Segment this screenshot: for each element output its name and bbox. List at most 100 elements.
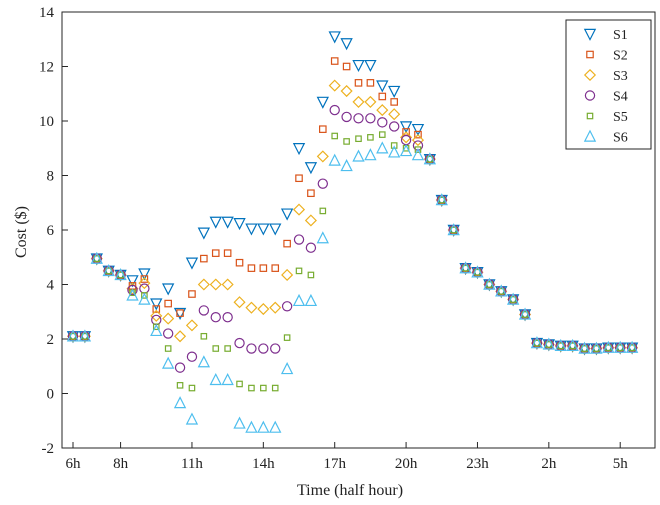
series-point-s4 — [222, 312, 233, 323]
series-point-s1 — [185, 257, 199, 270]
series-point-s3 — [328, 79, 341, 92]
series-point-s3 — [340, 84, 353, 98]
series-point-s4 — [329, 104, 340, 116]
y-tick-label: 0 — [47, 387, 55, 403]
x-axis: 6h 8h 11h 14h 17h 20h 23h 2h 5h — [66, 442, 629, 472]
legend-label-s5: S5 — [613, 110, 628, 125]
x-tick-label: 14h — [252, 456, 275, 472]
series-point-s4 — [365, 113, 376, 124]
shared-point — [447, 223, 460, 236]
series-point-s3 — [316, 150, 329, 163]
series-point-s3 — [411, 134, 425, 147]
series-point-s6 — [150, 323, 163, 337]
series-point-s1 — [304, 162, 318, 175]
legend-label-s3: S3 — [613, 69, 628, 84]
shared-point — [471, 265, 484, 278]
y-tick-label: -2 — [42, 441, 55, 457]
series-point-s4 — [174, 362, 186, 373]
series-point-s6 — [185, 412, 199, 425]
legend-marker-s4 — [584, 90, 596, 101]
series-point-s4 — [127, 284, 138, 296]
series-point-s3 — [138, 277, 151, 290]
series-point-s3 — [209, 278, 222, 291]
series-point-s4 — [186, 351, 198, 362]
y-tick-label: 12 — [39, 60, 54, 76]
legend-label-s2: S2 — [613, 49, 628, 64]
legend-box — [565, 19, 652, 150]
y-tick-label: 4 — [47, 278, 55, 294]
y-axis-label: Cost ($) — [13, 206, 30, 258]
series-point-s4 — [281, 301, 293, 312]
series-point-s2 — [307, 189, 315, 198]
series-point-s4 — [198, 305, 210, 316]
series-point-s4 — [353, 113, 364, 124]
shared-point — [602, 340, 615, 353]
series-point-s4 — [388, 121, 400, 132]
series-point-s2 — [164, 299, 172, 308]
series-point-s2 — [235, 258, 244, 267]
series-point-s2 — [176, 309, 184, 317]
series-point-s2 — [200, 254, 208, 263]
shared-point — [614, 340, 627, 353]
x-tick-label: 5h — [613, 456, 629, 472]
series-point-s5 — [188, 384, 196, 392]
legend-marker-s1 — [583, 28, 597, 41]
series-point-s5 — [331, 132, 339, 140]
series-point-s5 — [164, 345, 172, 352]
series-point-s5 — [200, 332, 208, 340]
series-point-s2 — [283, 239, 291, 248]
series-point-s1 — [376, 80, 389, 93]
legend-marker-s2 — [586, 50, 594, 59]
series-point-s3 — [281, 268, 294, 282]
series-point-s1 — [364, 59, 377, 73]
shared-point — [578, 341, 591, 354]
series-point-s5 — [283, 334, 291, 341]
series-point-s2 — [319, 125, 327, 133]
series-point-s1 — [399, 121, 413, 134]
series-point-s3 — [269, 301, 282, 314]
series-point-s3 — [197, 278, 210, 291]
shared-point — [590, 341, 603, 354]
series-point-s2 — [223, 249, 232, 257]
series-point-s4 — [317, 178, 329, 189]
shared-point — [102, 263, 115, 277]
series-point-s1 — [150, 298, 163, 311]
series-point-s4 — [293, 234, 305, 245]
y-axis: -2 0 2 4 6 8 10 12 14 — [39, 5, 68, 457]
x-tick-label: 6h — [66, 456, 82, 472]
shared-point — [423, 152, 437, 165]
legend-label-s1: S1 — [613, 28, 628, 43]
series-point-s2 — [378, 92, 387, 101]
data-points — [66, 31, 639, 433]
y-tick-label: 8 — [47, 169, 55, 185]
series-point-s1 — [209, 216, 222, 229]
series-point-s2 — [211, 249, 220, 257]
series-point-s5 — [176, 382, 184, 389]
series-point-s5 — [248, 384, 255, 392]
series-point-s4 — [210, 312, 221, 323]
series-point-s3 — [257, 302, 270, 316]
shared-point — [66, 329, 80, 342]
series-point-s1 — [138, 268, 151, 281]
series-point-s2 — [152, 305, 161, 313]
y-tick-label: 2 — [47, 332, 55, 348]
series-point-s6 — [280, 362, 294, 375]
series-point-s6 — [245, 420, 258, 433]
series-point-s5 — [414, 146, 422, 153]
series-point-s3 — [304, 214, 317, 227]
series-point-s6 — [328, 153, 341, 166]
legend-marker-s5 — [586, 112, 594, 120]
series-point-s4 — [270, 343, 281, 354]
series-point-s3 — [233, 296, 246, 309]
series-point-s3 — [221, 278, 234, 291]
series-point-s2 — [342, 62, 351, 71]
y-tick-label: 10 — [39, 114, 54, 130]
series-point-s2 — [259, 264, 268, 272]
series-point-s6 — [173, 396, 187, 409]
series-point-s1 — [292, 143, 306, 156]
x-tick-label: 20h — [395, 456, 418, 472]
series-point-s6 — [304, 293, 318, 307]
series-point-s4 — [305, 242, 317, 253]
series-point-s3 — [185, 319, 199, 332]
series-point-s2 — [390, 98, 398, 106]
